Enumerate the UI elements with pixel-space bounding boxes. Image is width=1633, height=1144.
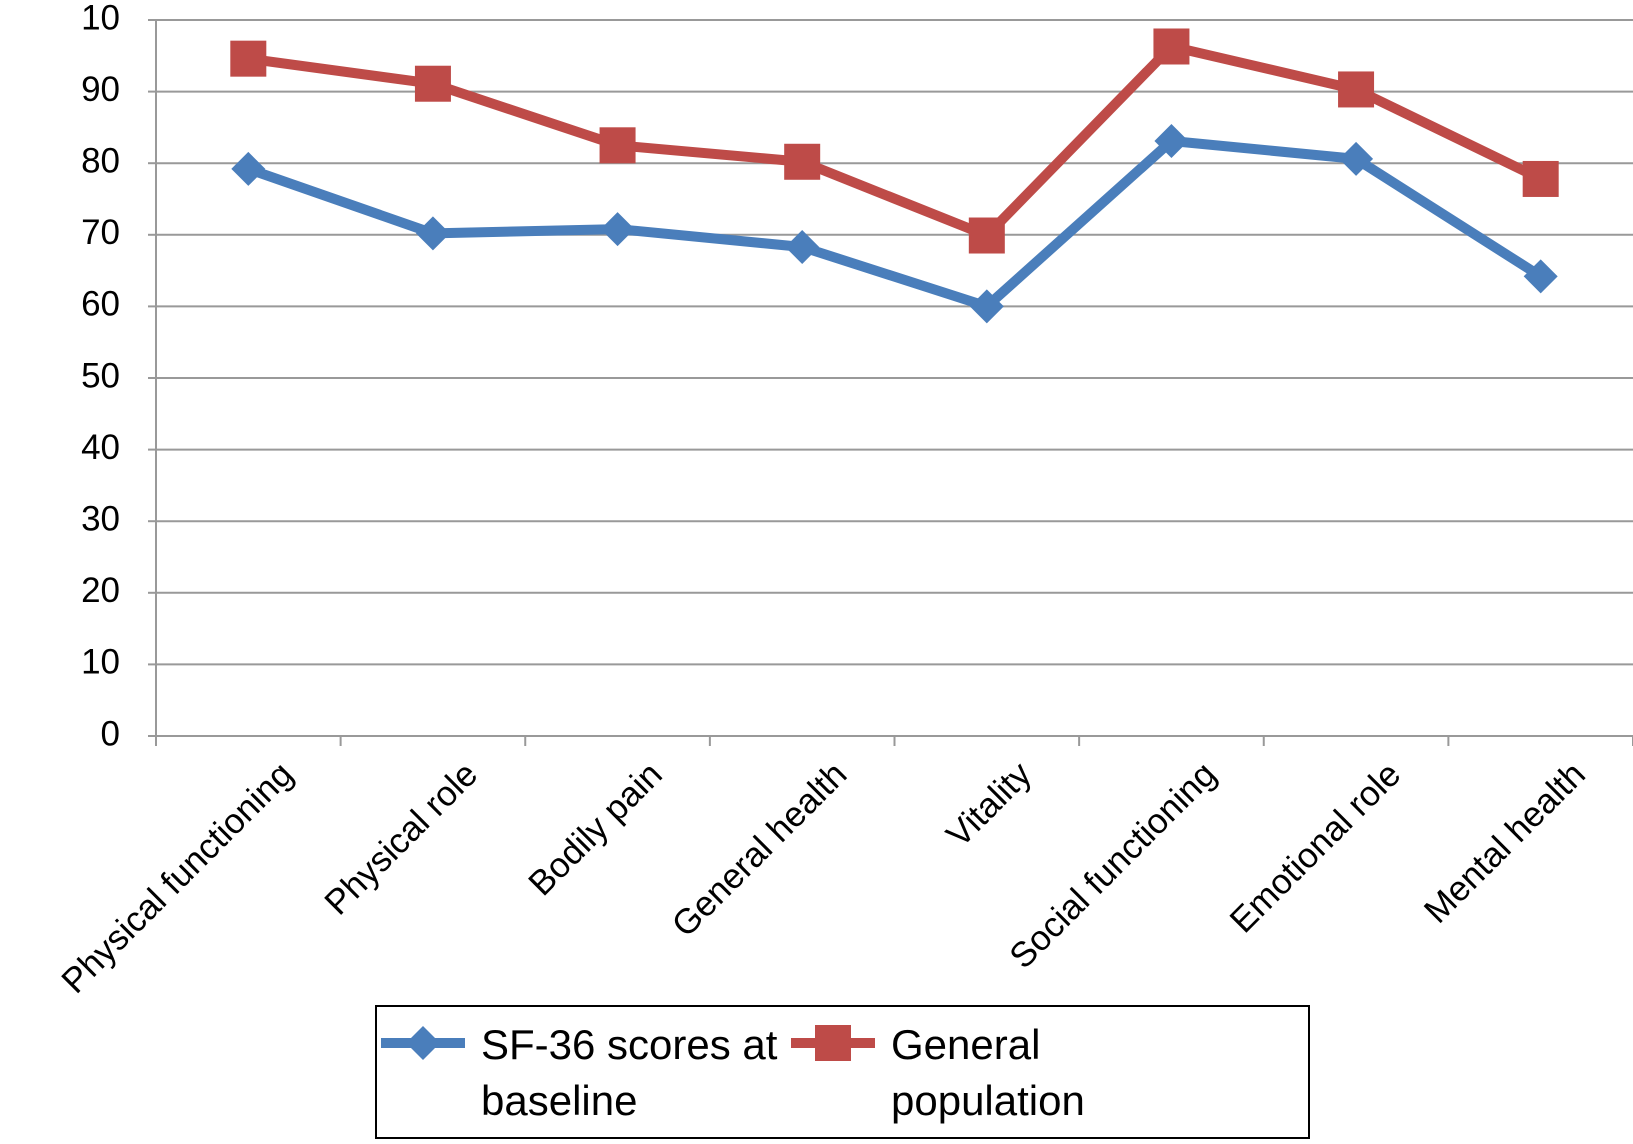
marker: [231, 151, 266, 186]
x-tick-label: Physical role: [317, 755, 485, 923]
x-tick-label: Physical functioning: [54, 755, 300, 1001]
series-line: [246, 136, 1544, 312]
marker: [1522, 160, 1559, 197]
legend-swatch: [381, 1026, 465, 1060]
x-tick-label: Emotional role: [1222, 755, 1408, 941]
marker: [784, 143, 821, 180]
y-tick-label: 10: [81, 0, 120, 37]
x-tick-label: Bodily pain: [521, 755, 670, 904]
marker: [1154, 124, 1189, 159]
x-tick-label: Mental health: [1417, 755, 1593, 931]
y-tick-label: 80: [81, 141, 120, 180]
y-tick-label: 30: [81, 499, 120, 538]
y-tick-label: 20: [81, 571, 120, 610]
y-tick-label: 0: [101, 714, 120, 753]
legend-item: General population: [787, 1021, 1191, 1129]
marker: [1523, 259, 1558, 294]
marker: [415, 216, 450, 251]
legend-label: General population: [891, 1021, 1085, 1124]
marker: [1153, 28, 1190, 65]
marker: [230, 40, 267, 77]
marker: [1339, 141, 1374, 176]
legend: SF-36 scores at baseline General populati…: [375, 1005, 1310, 1139]
marker: [1338, 71, 1375, 108]
marker: [406, 1026, 440, 1060]
marker: [600, 212, 635, 247]
legend-item: SF-36 scores at baseline: [377, 1021, 781, 1129]
y-tick-label: 40: [81, 428, 120, 467]
legend-swatch: [791, 1025, 875, 1061]
marker: [785, 229, 820, 264]
y-tick-label: 90: [81, 70, 120, 109]
y-tick-label: 70: [81, 213, 120, 252]
marker: [599, 127, 636, 164]
x-tick-label: Social functioning: [1002, 755, 1224, 977]
series-line: [247, 41, 1543, 241]
y-tick-label: 60: [81, 285, 120, 324]
x-tick-label: Vitality: [939, 754, 1039, 854]
x-tick-label: General health: [664, 755, 854, 945]
y-tick-label: 10: [81, 643, 120, 682]
marker: [968, 217, 1005, 254]
legend-label: SF-36 scores at baseline: [481, 1021, 778, 1124]
marker: [815, 1025, 851, 1061]
marker: [969, 289, 1004, 324]
marker: [414, 65, 451, 102]
y-tick-label: 50: [81, 356, 120, 395]
